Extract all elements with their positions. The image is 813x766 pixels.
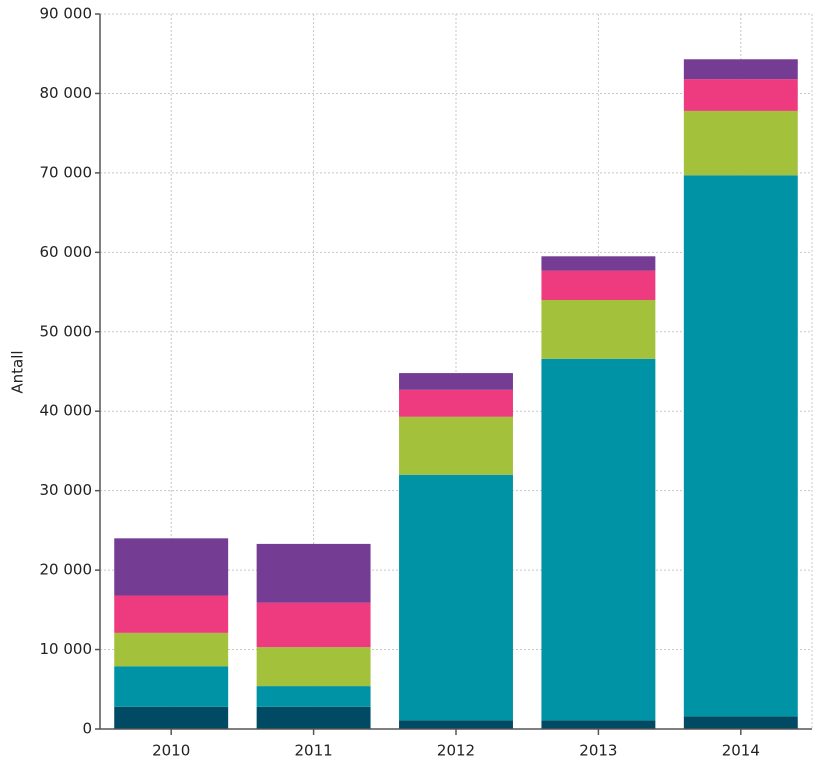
bar-segment <box>256 706 371 729</box>
y-tick-label: 10 000 <box>40 640 93 658</box>
bar-segment <box>683 59 798 80</box>
bar-segment <box>256 647 371 687</box>
bar-segment <box>399 416 513 475</box>
bar-segment <box>541 358 656 721</box>
bar-segment <box>541 300 656 359</box>
bar-segment <box>114 666 229 707</box>
y-tick-label: 0 <box>82 720 92 738</box>
bar-segment <box>541 270 656 300</box>
bar-segment <box>256 686 371 707</box>
bar-segment <box>399 474 513 721</box>
y-axis-label: Antall <box>9 350 27 393</box>
x-tick-label: 2014 <box>722 742 760 760</box>
x-tick-label: 2013 <box>579 742 617 760</box>
y-tick-label: 60 000 <box>40 243 93 261</box>
y-tick-label: 70 000 <box>40 163 93 181</box>
x-tick-label: 2010 <box>152 742 190 760</box>
y-tick-label: 30 000 <box>40 481 93 499</box>
bar-segment <box>683 716 798 729</box>
bar-segment <box>399 720 513 729</box>
bar-segment <box>114 538 229 596</box>
bar-segment <box>399 373 513 390</box>
y-tick-label: 40 000 <box>40 402 93 420</box>
bar-segment <box>683 79 798 111</box>
bar-segment <box>399 389 513 417</box>
bar-segment <box>114 595 229 633</box>
bar-segment <box>541 256 656 271</box>
x-tick-label: 2011 <box>295 742 333 760</box>
y-tick-label: 80 000 <box>40 84 93 102</box>
bar-segment <box>541 720 656 729</box>
y-tick-label: 90 000 <box>40 5 93 23</box>
bar-segment <box>256 602 371 648</box>
bar-segment <box>114 706 229 729</box>
bar-segment <box>683 110 798 176</box>
bar-segment <box>256 543 371 603</box>
y-tick-label: 20 000 <box>40 561 93 579</box>
bar-segment <box>683 175 798 717</box>
y-tick-label: 50 000 <box>40 322 93 340</box>
x-tick-label: 2012 <box>437 742 475 760</box>
bar-segment <box>114 632 229 667</box>
